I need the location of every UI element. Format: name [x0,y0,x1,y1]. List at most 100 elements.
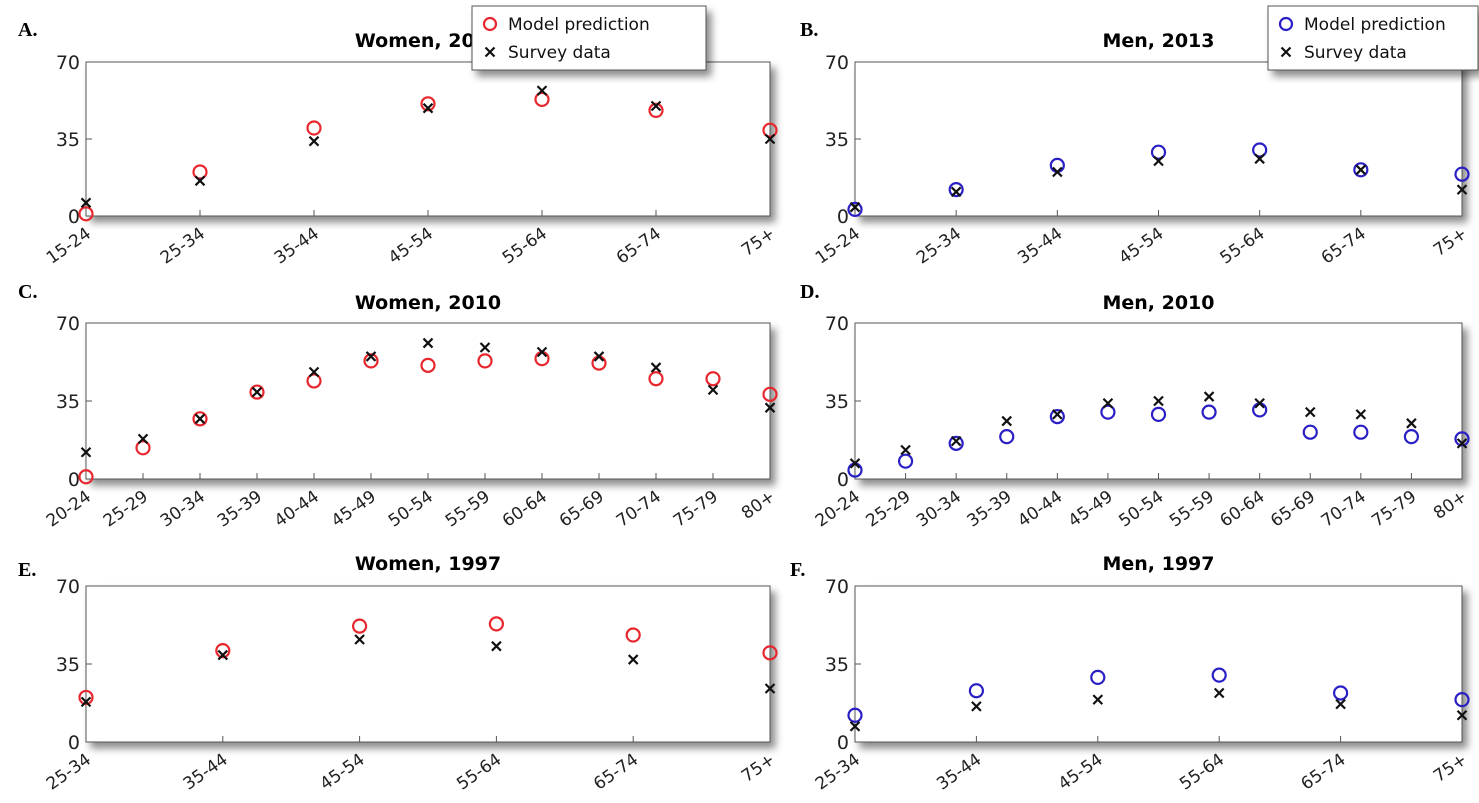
model-prediction-point [488,616,504,632]
panel-6: F. Men, 1997 0 35 70 25-34 35-44 45-54 55-64 65-7… [790,553,1471,794]
survey-data-point [536,85,548,96]
y-tick-label: 70 [825,313,849,335]
model-prediction-point [1090,669,1106,685]
x-tick-label: 25-29 [100,487,152,532]
x-tick-label: 35-39 [214,487,266,532]
x-tick-label: 45-54 [1115,224,1167,269]
model-prediction-point [1150,406,1167,422]
legend-circle-marker [482,16,498,32]
model-prediction-point [1403,429,1420,445]
survey-data-point [1153,155,1164,167]
survey-data-point [1052,166,1063,178]
x-tick-label: 55-64 [1217,224,1269,269]
axes-box [85,61,771,217]
survey-data-point [1254,397,1265,409]
y-tick-label: 35 [825,391,849,413]
x-tick-label: 35-44 [180,750,232,795]
x-tick-label: 45-54 [385,224,437,269]
axes-box [854,585,1463,743]
survey-data-point [479,342,491,353]
model-prediction-point [762,645,778,661]
survey-data-point [491,640,502,652]
survey-data-point [1052,409,1063,420]
survey-data-point [194,413,206,425]
model-prediction-point [948,182,964,198]
survey-data-point [950,435,962,447]
y-tick-label: 0 [837,469,849,491]
model-prediction-point [306,120,322,136]
x-tick-label: 25-34 [812,750,864,795]
model-prediction-point [1353,162,1369,178]
x-tick-label: 65-74 [1298,750,1350,795]
survey-data-point [1355,409,1367,420]
survey-data-point [1456,709,1468,721]
survey-data-point [251,386,263,398]
x-tick-label: 40-44 [271,487,323,532]
panel-5: E. Women, 1997 0 35 70 25-34 35-44 45-54 55-64 65… [18,553,779,794]
x-tick-label: 25-34 [43,750,95,795]
model-prediction-point [948,435,964,451]
x-tick-label: 35-44 [933,750,985,795]
y-tick-label: 70 [56,52,80,74]
model-prediction-point [625,627,641,643]
x-tick-label: 80+ [738,487,779,524]
panel-letter: F. [790,559,805,581]
x-tick-label: 45-54 [317,750,369,795]
model-prediction-point [968,683,985,699]
model-prediction-point [1454,431,1470,447]
x-tick-label: 80+ [1430,487,1471,524]
x-tick-label: 55-59 [442,487,494,532]
model-prediction-point [306,373,322,389]
y-tick-label: 70 [56,313,80,335]
x-tick-label: 40-44 [1014,487,1066,532]
survey-data-point [354,634,365,645]
model-prediction-point [78,206,94,222]
panel-title: Women, 1997 [355,553,501,575]
model-prediction-point [648,102,664,119]
survey-data-point [1254,153,1265,165]
panel-title: Women, 2010 [355,292,501,314]
model-prediction-point [999,429,1015,445]
x-tick-label: 50-54 [385,487,437,532]
survey-data-point [1102,397,1114,409]
x-tick-label: 65-69 [1267,487,1319,532]
y-tick-label: 35 [56,391,80,413]
x-tick-label: 45-49 [1065,487,1117,532]
legend-survey-label: Survey data [1304,43,1407,63]
y-tick-label: 70 [56,576,80,598]
model-prediction-point [1252,142,1268,158]
x-tick-label: 25-29 [863,487,915,532]
panel-title: Men, 1997 [1102,553,1214,575]
x-tick-label: 25-34 [157,224,209,269]
model-prediction-point [78,689,94,706]
x-tick-label: 20-24 [812,487,864,532]
model-prediction-point [762,122,778,138]
panel-letter: B. [800,19,818,41]
model-prediction-point [1454,166,1470,182]
survey-data-point [80,446,92,458]
y-tick-label: 35 [825,654,849,676]
survey-data-point [422,337,434,349]
x-tick-label: 70-74 [1318,487,1370,532]
model-prediction-point [420,357,436,373]
survey-data-point [950,186,962,198]
survey-data-point [80,197,92,209]
survey-data-point [536,346,548,358]
y-tick-label: 0 [68,206,80,228]
x-tick-label: 25-34 [913,224,965,269]
survey-data-point [137,433,149,445]
model-prediction-point [192,164,208,180]
survey-data-point [1335,698,1346,710]
y-tick-label: 70 [825,576,849,598]
x-tick-label: 75+ [1430,224,1471,261]
survey-data-point [650,362,662,373]
model-prediction-point [1150,144,1167,160]
x-tick-label: 30-34 [913,487,965,532]
panel-1: A. Women, 2013 0 35 70 15-24 25-34 35-44 45-54 55… [18,5,779,269]
survey-data-point [627,654,639,665]
y-tick-label: 0 [837,206,849,228]
x-tick-label: 15-24 [43,224,95,269]
y-tick-label: 70 [825,52,849,74]
x-tick-label: 65-74 [613,224,665,269]
